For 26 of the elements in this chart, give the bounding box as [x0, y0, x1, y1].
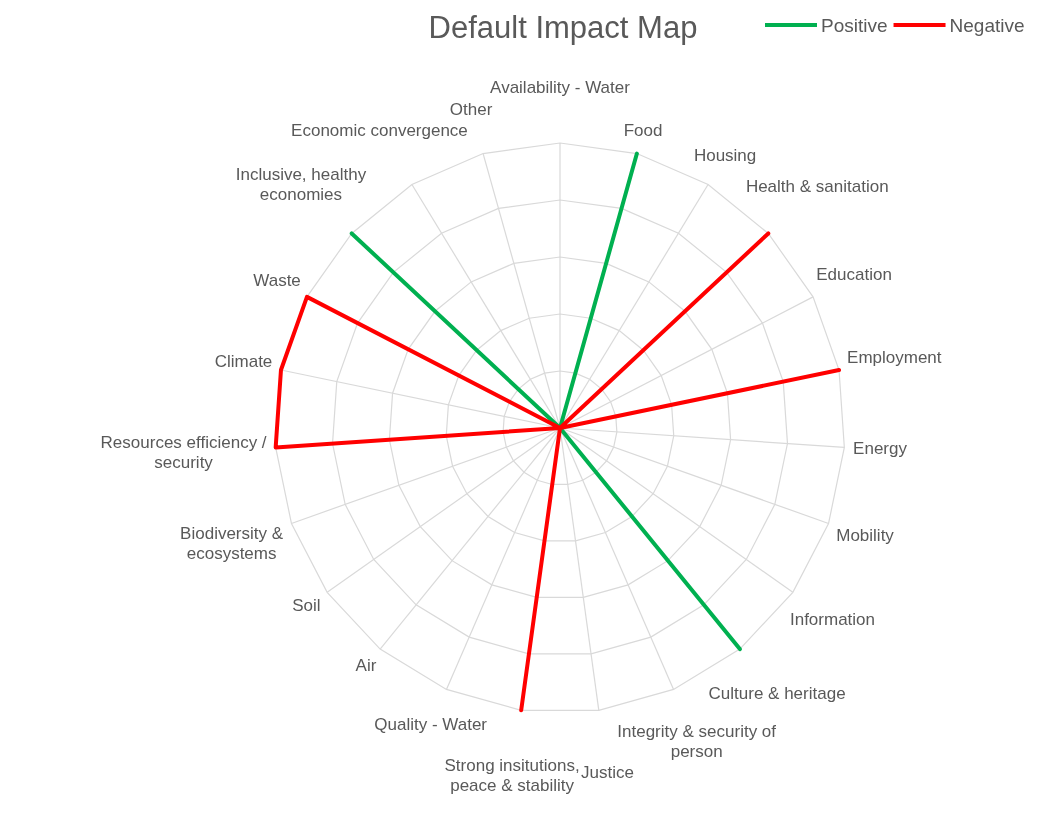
legend-label: Negative	[949, 15, 1025, 36]
spoke-label: Resources efficiency / security	[100, 433, 267, 473]
spoke-label: Integrity & security of person	[617, 722, 777, 762]
spoke-label: Justice	[580, 762, 634, 782]
chart-title: Default Impact Map	[428, 10, 698, 45]
legend-label: Positive	[821, 15, 888, 36]
spoke-label: Strong insitutions, peace & stability	[444, 756, 580, 796]
spoke-label: Employment	[847, 347, 942, 367]
spoke-label: Biodiversity & ecosystems	[180, 524, 284, 564]
spoke-label: Economic convergence	[291, 120, 468, 140]
spoke-label: Information	[789, 609, 875, 629]
spoke-label: Culture & heritage	[708, 684, 846, 704]
spoke-label: Food	[623, 121, 663, 141]
spoke-label: Climate	[214, 351, 273, 371]
spoke-label: Availability - Water	[490, 78, 631, 98]
spoke-label: Mobility	[836, 525, 895, 545]
spoke-label: Energy	[853, 439, 908, 459]
spoke-label: Housing	[693, 145, 757, 165]
spoke-label: Education	[816, 265, 892, 285]
spoke-label: Inclusive, healthy economies	[235, 165, 367, 205]
spoke-label: Air	[355, 655, 377, 675]
spoke-label: Health & sanitation	[745, 177, 889, 197]
spoke-label: Soil	[292, 596, 321, 616]
spoke-label: Quality - Water	[374, 715, 488, 735]
spoke-label: Other	[449, 100, 493, 120]
spoke-label: Waste	[253, 270, 301, 290]
